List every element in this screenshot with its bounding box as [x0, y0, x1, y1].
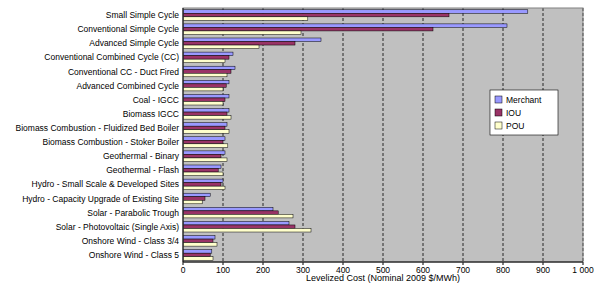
bar — [183, 253, 210, 257]
category-label: Geothermal - Flash — [106, 165, 179, 175]
category-label: Geothermal - Binary — [103, 151, 180, 161]
bar — [183, 24, 507, 28]
bar — [183, 197, 205, 201]
x-axis-line — [183, 262, 583, 263]
bar — [183, 84, 226, 88]
plot-frame — [183, 8, 583, 262]
category-label: Biomass IGCC — [123, 109, 179, 119]
tick-label: 1 000 — [572, 265, 594, 275]
bar — [183, 137, 225, 141]
bar — [183, 239, 213, 243]
category-label: Small Simple Cycle — [106, 10, 179, 20]
bar — [183, 38, 321, 42]
category-label: Advanced Simple Cycle — [89, 38, 179, 48]
bar — [183, 169, 218, 173]
bar — [183, 130, 229, 134]
legend: Merchant IOU POU — [490, 90, 558, 135]
category-label: Biomass Combustion - Fluidized Bed Boile… — [16, 123, 180, 133]
bar — [183, 179, 223, 183]
grid-line — [383, 8, 384, 262]
grid-line — [463, 8, 464, 262]
bar — [183, 158, 227, 162]
bar — [183, 31, 301, 35]
bar — [183, 211, 278, 215]
bar — [183, 98, 225, 102]
category-label: Solar - Parabolic Trough — [87, 208, 179, 218]
category-label: Onshore Wind - Class 5 — [89, 250, 179, 260]
bar — [183, 10, 528, 14]
bar — [183, 225, 295, 229]
bar — [183, 112, 227, 116]
tick-label: 200 — [256, 265, 270, 275]
bar — [183, 186, 225, 190]
bar — [183, 172, 223, 176]
bar — [183, 101, 223, 105]
legend-swatch — [495, 96, 502, 103]
legend-label: POU — [506, 121, 524, 131]
y-axis-line — [183, 8, 184, 262]
grid-line — [303, 8, 304, 262]
bar — [183, 207, 273, 211]
bar — [183, 94, 229, 98]
bar — [183, 59, 225, 63]
grid-line — [343, 8, 344, 262]
category-label: Conventional CC - Duct Fired — [68, 67, 179, 77]
category-label: Hydro - Capacity Upgrade of Existing Sit… — [22, 194, 179, 204]
bar — [183, 193, 210, 197]
legend-label: IOU — [506, 108, 521, 118]
bar — [183, 250, 212, 254]
bar — [183, 257, 213, 261]
bar — [183, 56, 229, 60]
bar — [183, 66, 235, 70]
legend-box — [490, 90, 558, 135]
bar — [183, 183, 221, 187]
bar — [183, 17, 308, 21]
bar — [183, 165, 221, 169]
bar — [183, 126, 225, 130]
bar — [183, 116, 231, 120]
bar — [183, 243, 217, 247]
category-label: Onshore Wind - Class 3/4 — [82, 236, 180, 246]
bar — [183, 27, 433, 31]
x-axis-label: Levelized Cost (Nominal 2009 $/MWh) — [306, 273, 460, 283]
legend-label: Merchant — [506, 95, 542, 105]
bar — [183, 236, 215, 240]
bar — [183, 73, 227, 77]
category-label: Conventional Simple Cycle — [77, 24, 179, 34]
bars — [183, 10, 528, 260]
bar — [183, 214, 293, 218]
legend-swatch — [495, 109, 502, 116]
bar — [183, 228, 311, 232]
bar — [183, 45, 259, 49]
category-label: Conventional Combined Cycle (CC) — [44, 52, 179, 62]
category-label: Advanced Combined Cycle — [76, 81, 179, 91]
bar — [183, 123, 227, 127]
category-label: Coal - IGCC — [133, 95, 179, 105]
chart: 01002003004005006007008009001 000Small S… — [0, 0, 601, 284]
legend-swatch — [495, 122, 502, 129]
bar — [183, 221, 289, 225]
tick-label: 800 — [496, 265, 510, 275]
category-label: Hydro - Small Scale & Developed Sites — [32, 179, 179, 189]
bar — [183, 87, 223, 91]
plot-background — [183, 8, 583, 262]
bar — [183, 70, 231, 74]
bar — [183, 144, 228, 148]
bar — [183, 154, 221, 158]
bar — [183, 13, 449, 17]
bar — [183, 140, 223, 144]
bar — [183, 80, 229, 84]
tick-label: 0 — [181, 265, 186, 275]
bar — [183, 42, 295, 46]
category-label: Biomass Combustion - Stoker Boiler — [42, 137, 179, 147]
grid-line — [423, 8, 424, 262]
bar — [183, 109, 229, 113]
tick-label: 900 — [536, 265, 550, 275]
bar — [183, 52, 233, 56]
category-label: Solar - Photovoltaic (Single Axis) — [56, 222, 179, 232]
tick-label: 100 — [216, 265, 230, 275]
bar — [183, 200, 202, 204]
bar — [183, 151, 225, 155]
